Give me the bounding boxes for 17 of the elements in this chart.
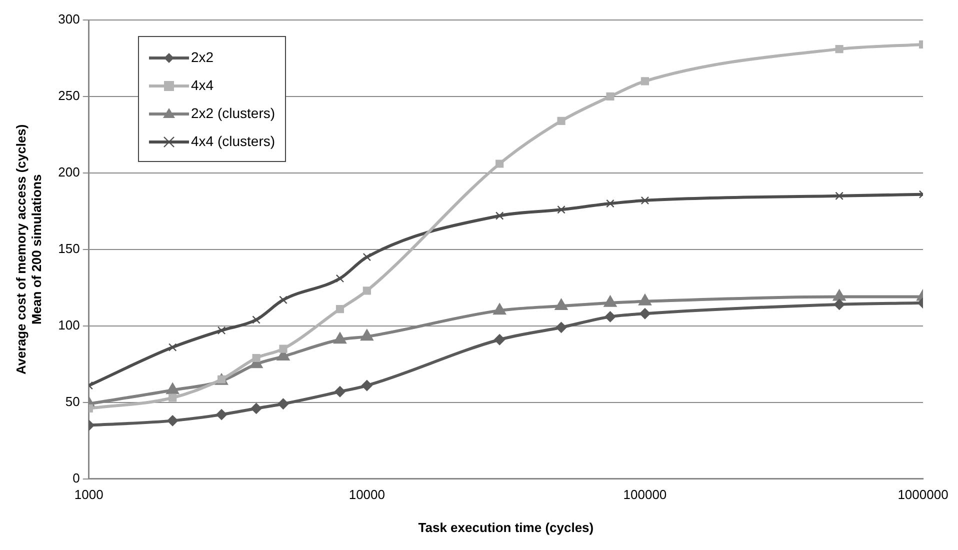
y-tick-label: 150 <box>58 240 80 256</box>
x-axis-title: Task execution time (cycles) <box>418 520 594 535</box>
legend-label: 2x2 (clusters) <box>191 105 276 121</box>
x-tick-label: 10000 <box>348 487 386 502</box>
y-tick-label: 250 <box>58 88 80 104</box>
y-tick-label: 50 <box>65 394 80 409</box>
x-tick-label: 1000 <box>74 487 104 502</box>
legend-label: 2x2 <box>191 49 214 65</box>
x-tick-label: 1000000 <box>898 487 948 502</box>
x-tick-label: 100000 <box>623 487 667 502</box>
y-tick-label: 200 <box>58 164 80 180</box>
legend-label: 4x4 <box>191 77 214 93</box>
y-tick-label: 300 <box>58 12 80 27</box>
y-tick-label: 0 <box>72 470 80 486</box>
legend-label: 4x4 (clusters) <box>191 133 276 149</box>
y-tick-label: 100 <box>58 317 80 332</box>
y-axis-title: Average cost of memory access (cycles) Mean of 200 simulations <box>13 124 44 375</box>
